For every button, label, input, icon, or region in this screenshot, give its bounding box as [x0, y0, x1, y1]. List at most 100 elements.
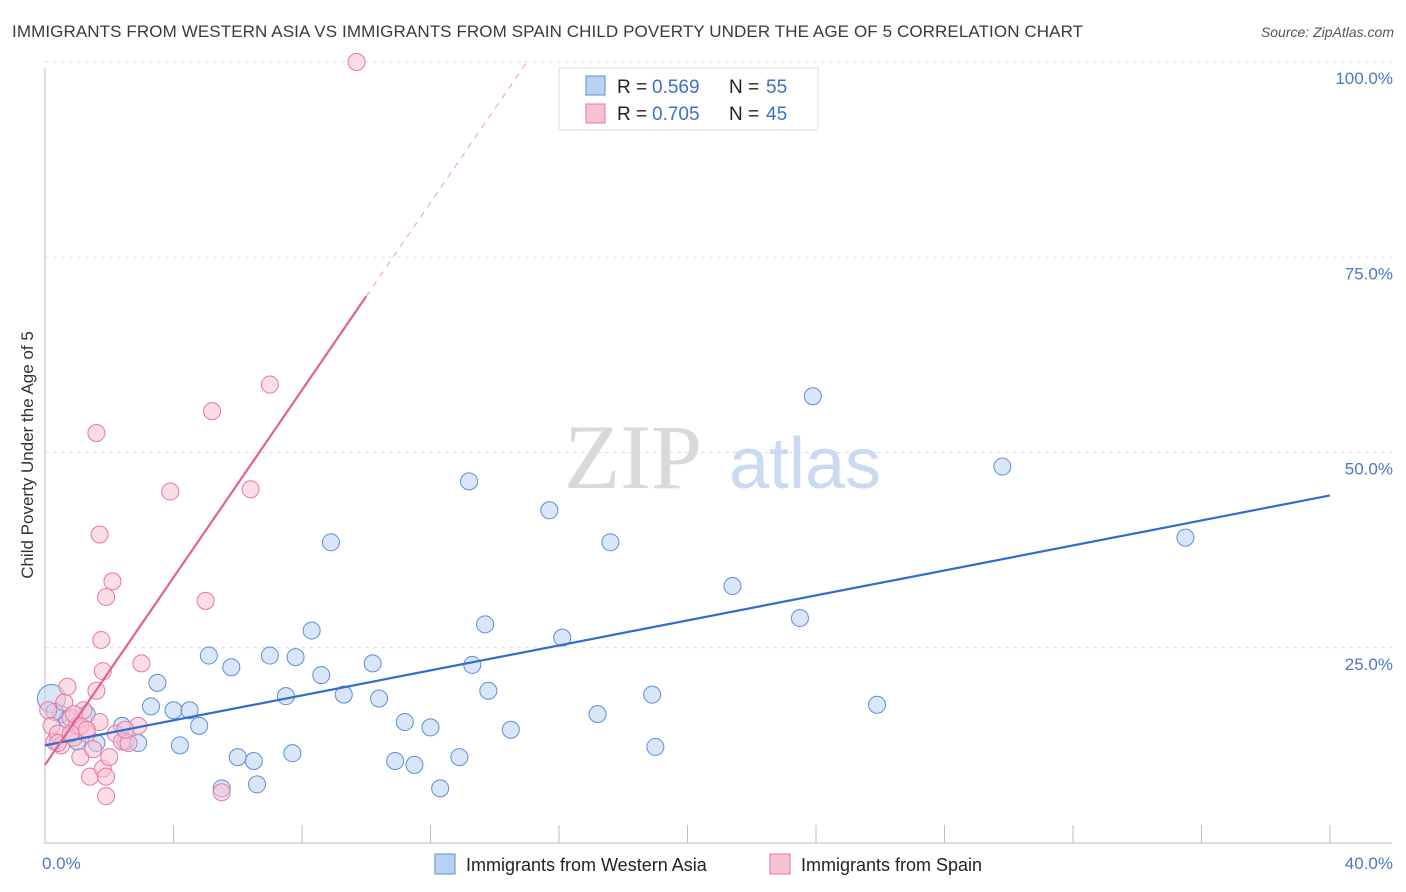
x-tick-label-1: 40.0% — [1345, 854, 1393, 873]
western-asia-point-39 — [476, 615, 495, 634]
western-asia-point-18 — [228, 748, 247, 767]
western-asia-point-42 — [540, 501, 559, 520]
y-tick-label-0: 100.0% — [1335, 69, 1393, 88]
western-asia-point-33 — [405, 755, 424, 774]
watermark-zip: ZIP — [564, 406, 702, 508]
western-asia-point-23 — [283, 744, 302, 763]
series-western-asia-points — [36, 387, 1195, 798]
y-tick-label-1: 75.0% — [1345, 264, 1393, 283]
western-asia-point-27 — [321, 533, 340, 552]
legend-n-label-2: N = — [729, 104, 759, 125]
x-tick-label-0: 0.0% — [42, 854, 81, 873]
trend-line-spain-extension — [365, 61, 528, 297]
western-asia-point-36 — [450, 748, 469, 767]
western-asia-point-29 — [363, 654, 382, 673]
y-tick-label-3: 25.0% — [1345, 655, 1393, 674]
trend-line-spain — [44, 295, 368, 766]
spain-point-18 — [97, 767, 116, 786]
spain-point-6 — [58, 677, 77, 696]
chart-title: IMMIGRANTS FROM WESTERN ASIA VS IMMIGRAN… — [12, 22, 1084, 41]
trend-line-western-asia — [44, 494, 1331, 747]
western-asia-point-25 — [302, 621, 321, 640]
western-asia-point-43 — [553, 628, 572, 647]
western-asia-point-48 — [723, 577, 742, 596]
legend-r-label-1: R = — [617, 77, 647, 98]
legend-r-value-1: 0.569 — [652, 77, 700, 98]
bottom-legend: Immigrants from Western Asia Immigrants … — [434, 853, 982, 875]
western-asia-point-34 — [421, 718, 440, 737]
legend-r-label-2: R = — [617, 104, 647, 125]
legend-swatch-western-asia — [585, 75, 606, 96]
spain-point-21 — [90, 525, 109, 544]
bottom-legend-swatch-spain — [769, 853, 791, 875]
spain-point-26 — [103, 572, 122, 591]
spain-point-24 — [97, 587, 116, 606]
western-asia-point-22 — [276, 687, 295, 706]
watermark: ZIP atlas — [564, 406, 881, 508]
western-asia-point-32 — [395, 712, 414, 731]
legend-n-value-2: 45 — [766, 104, 787, 125]
bottom-legend-western-asia: Immigrants from Western Asia — [466, 855, 708, 875]
spain-point-20 — [87, 423, 106, 442]
western-asia-point-51 — [868, 695, 887, 714]
spain-point-33 — [196, 591, 215, 610]
western-asia-point-44 — [588, 705, 607, 724]
spain-point-0 — [39, 701, 58, 720]
western-asia-point-52 — [993, 457, 1012, 476]
grid-lines — [45, 61, 1392, 649]
legend-n-value-1: 55 — [766, 77, 787, 98]
western-asia-point-28 — [334, 685, 353, 704]
western-asia-point-50 — [803, 387, 822, 406]
western-asia-point-11 — [164, 701, 183, 720]
spain-point-37 — [260, 375, 279, 394]
western-asia-point-30 — [370, 689, 389, 708]
trend-lines — [44, 61, 1331, 766]
series-spain-points — [39, 53, 366, 806]
western-asia-point-46 — [643, 685, 662, 704]
legend-r-value-2: 0.705 — [652, 104, 700, 125]
spain-point-44 — [61, 724, 80, 743]
bottom-legend-spain: Immigrants from Spain — [801, 855, 982, 875]
legend-n-label-1: N = — [729, 77, 759, 98]
western-asia-point-9 — [142, 697, 161, 716]
spain-point-25 — [97, 787, 116, 806]
spain-point-34 — [203, 402, 222, 421]
western-asia-point-12 — [170, 736, 189, 755]
western-asia-point-31 — [386, 751, 405, 770]
legend-swatch-spain — [585, 103, 606, 124]
western-asia-point-41 — [501, 720, 520, 739]
spain-point-19 — [100, 748, 119, 767]
western-asia-point-24 — [286, 648, 305, 667]
legend-box: R = 0.569 N = 55 R = 0.705 N = 45 — [558, 67, 819, 131]
x-tick-labels: 0.0% 40.0% — [42, 854, 1393, 873]
western-asia-point-49 — [790, 609, 809, 628]
western-asia-point-35 — [431, 779, 450, 798]
spain-point-14 — [84, 740, 103, 759]
bottom-legend-swatch-western-asia — [434, 853, 456, 875]
axes — [44, 68, 1392, 844]
western-asia-point-20 — [248, 775, 267, 794]
western-asia-point-15 — [199, 646, 218, 665]
western-asia-point-10 — [148, 673, 167, 692]
western-asia-point-40 — [479, 681, 498, 700]
western-asia-point-53 — [1176, 528, 1195, 547]
y-tick-labels: 100.0% 75.0% 50.0% 25.0% — [1335, 69, 1393, 674]
spain-point-32 — [161, 482, 180, 501]
western-asia-point-47 — [646, 737, 665, 756]
spain-point-22 — [92, 630, 111, 649]
spain-point-38 — [347, 53, 366, 71]
source-credit: Source: ZipAtlas.com — [1260, 24, 1394, 40]
watermark-atlas: atlas — [729, 424, 881, 504]
western-asia-point-37 — [460, 472, 479, 491]
western-asia-point-19 — [244, 751, 263, 770]
spain-point-36 — [241, 480, 260, 499]
western-asia-point-21 — [260, 646, 279, 665]
western-asia-point-17 — [222, 658, 241, 677]
western-asia-point-26 — [312, 666, 331, 685]
western-asia-point-38 — [463, 655, 482, 674]
spain-point-31 — [132, 654, 151, 673]
western-asia-point-14 — [190, 716, 209, 735]
western-asia-point-45 — [601, 533, 620, 552]
y-axis-label: Child Poverty Under the Age of 5 — [18, 331, 37, 579]
